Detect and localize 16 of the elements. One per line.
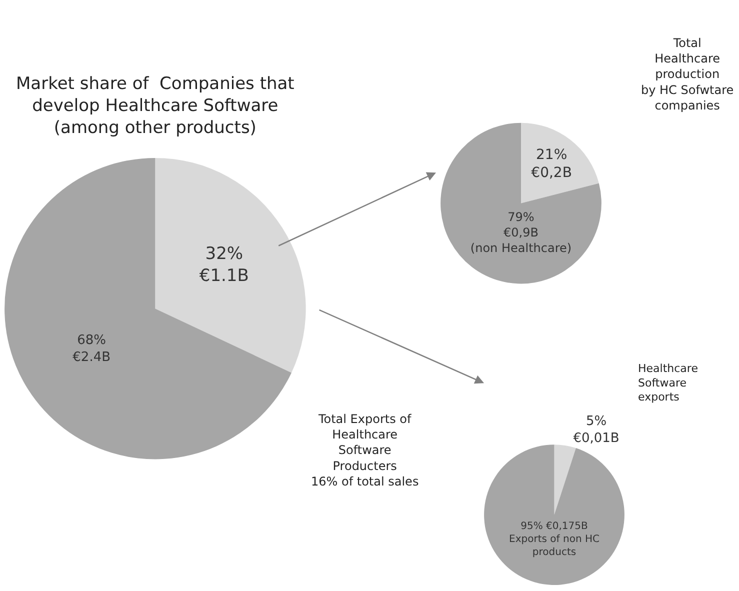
chart-title: Market share of Companies that develop Healthcare Software (among other products) xyxy=(16,74,295,138)
pie-slice xyxy=(520,122,599,204)
data-label: 95% €0,175B Exports of non HC products xyxy=(509,520,600,558)
pie-slice xyxy=(4,158,292,460)
data-label: 79% €0,9B (non Healthcare) xyxy=(470,210,572,256)
data-label: 21% €0,2B xyxy=(531,146,572,181)
text: Total Exports of Healthcare Software Producters 16% of total sales xyxy=(311,412,419,488)
data-label: 32% €1.1B xyxy=(199,244,249,286)
pie-slice xyxy=(484,444,624,585)
pie-slice xyxy=(440,122,602,284)
data-label: 68% €2.4B xyxy=(72,332,111,365)
data-label: 5% €0,01B xyxy=(573,414,620,446)
text: Healthcare Software exports xyxy=(638,362,698,404)
text: Total Healthcare production by HC Sofwtare companies xyxy=(641,36,734,112)
pie-slice xyxy=(554,444,576,515)
pie-slice xyxy=(155,158,306,373)
